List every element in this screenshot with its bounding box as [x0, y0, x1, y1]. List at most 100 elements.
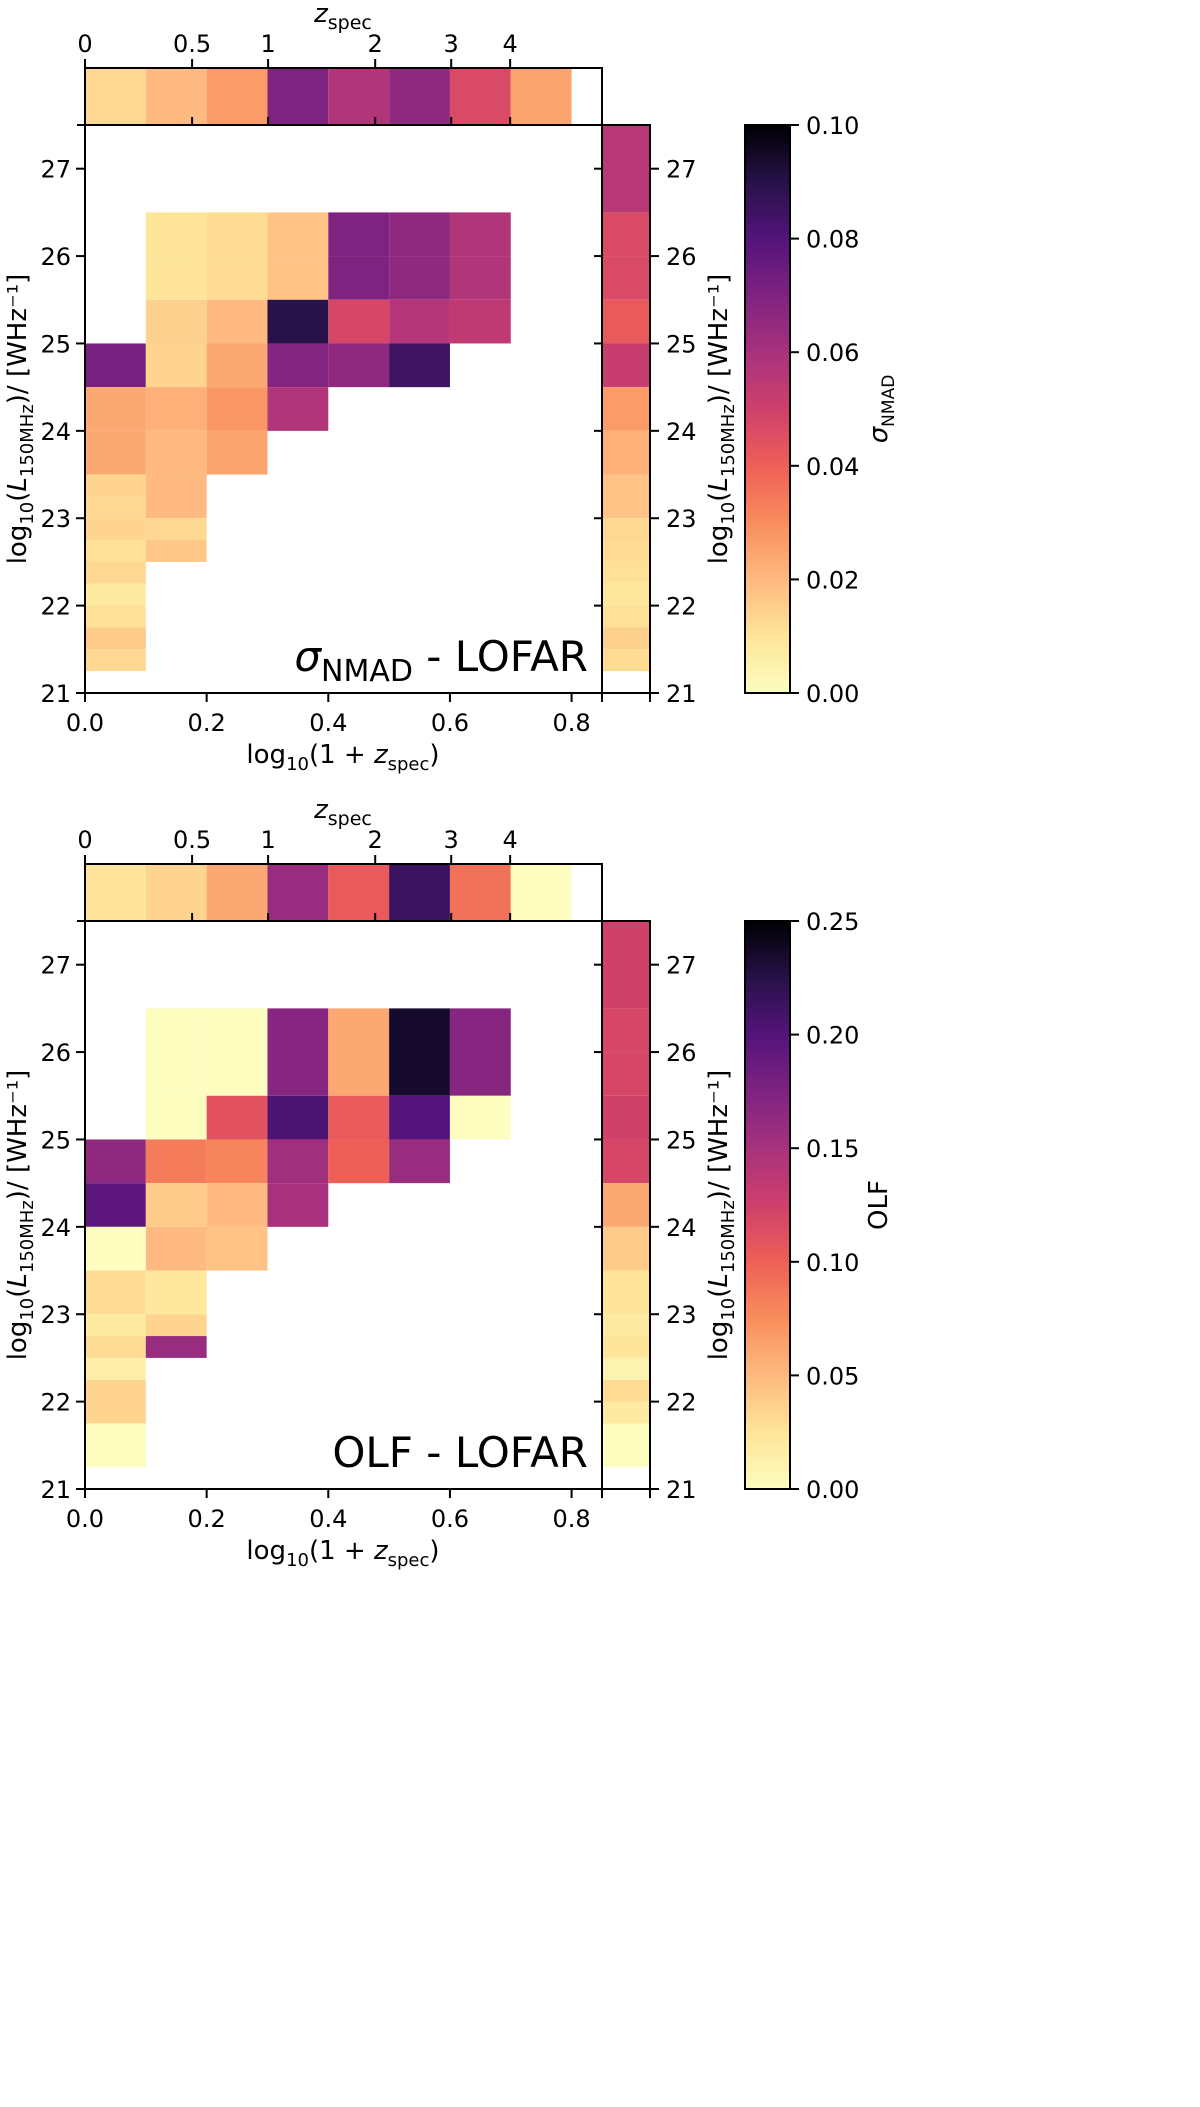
colorbar-segment: [745, 949, 790, 955]
colorbar-segment: [745, 300, 790, 306]
top-marginal-cell: [328, 864, 390, 921]
colorbar-segment: [745, 612, 790, 618]
colorbar-segment: [745, 1091, 790, 1097]
colorbar-segment: [745, 290, 790, 296]
heatmap-cell: [85, 1379, 146, 1424]
colorbar-segment: [745, 1115, 790, 1121]
colorbar-segment: [745, 664, 790, 670]
colorbar-segment: [745, 584, 790, 590]
colorbar-segment: [745, 1152, 790, 1159]
heatmap-cell: [85, 430, 146, 475]
colorbar-segment: [745, 688, 790, 694]
colorbar-segment: [745, 1299, 790, 1305]
colorbar-segment: [745, 427, 790, 434]
colorbar-segment: [745, 1110, 790, 1116]
heatmap-cell: [85, 627, 146, 650]
colorbar-segment: [745, 1479, 790, 1485]
heatmap-cell: [85, 561, 146, 584]
colorbar-segment: [745, 129, 790, 136]
heatmap-cell: [389, 256, 450, 300]
colorbar-tick-label: 0.04: [806, 453, 859, 481]
colorbar-segment: [745, 210, 790, 216]
colorbar-segment: [745, 992, 790, 998]
colorbar-segment: [745, 143, 790, 150]
y-tick-label-right: 24: [666, 418, 697, 446]
colorbar-segment: [745, 1432, 790, 1438]
colorbar-segment: [745, 1413, 790, 1419]
y-axis-label-right: log10(L150MHz)/ [WHz⁻¹]: [704, 1070, 739, 1361]
colorbar-segment: [745, 1025, 790, 1031]
heatmap-cell: [206, 1226, 268, 1271]
colorbar-segment: [745, 930, 790, 936]
heatmap-cell: [145, 540, 207, 562]
colorbar-segment: [745, 1370, 790, 1376]
colorbar-segment: [745, 1252, 790, 1258]
colorbar-segment: [745, 484, 790, 491]
colorbar-segment: [745, 196, 790, 202]
colorbar-segment: [745, 271, 790, 278]
right-marginal-cell: [602, 125, 650, 213]
heatmap-cell: [145, 430, 207, 475]
heatmap-cell: [206, 387, 268, 431]
x-tick-label: 0.4: [309, 1505, 347, 1533]
heatmap-cell: [85, 1314, 146, 1337]
y-tick-label: 27: [40, 156, 71, 184]
heatmap-cell: [145, 1226, 207, 1271]
colorbar-segment: [745, 645, 790, 651]
top-marginal-cell: [206, 68, 268, 125]
colorbar-segment: [745, 1148, 790, 1154]
heatmap-cell: [145, 299, 207, 344]
heatmap-cell: [85, 649, 146, 672]
colorbar-segment: [745, 323, 790, 330]
colorbar-segment: [745, 352, 790, 358]
colorbar-segment: [745, 1484, 790, 1490]
right-marginal-cell: [602, 583, 650, 606]
colorbar-segment: [745, 342, 790, 349]
colorbar-segment: [745, 257, 790, 263]
colorbar-segment: [745, 1422, 790, 1429]
heatmap-cell: [206, 343, 268, 388]
heatmap-cell: [449, 1095, 511, 1140]
heatmap-cell: [85, 496, 146, 519]
heatmap-cell: [85, 343, 146, 388]
colorbar-segment: [745, 295, 790, 301]
colorbar-segment: [745, 1276, 790, 1282]
right-marginal-cell: [602, 921, 650, 1009]
colorbar-segment: [745, 1001, 790, 1007]
colorbar-segment: [745, 319, 790, 325]
colorbar-segment: [745, 172, 790, 178]
colorbar-segment: [745, 186, 790, 192]
z-tick-label: 2: [368, 30, 383, 58]
panel-annotation: σNMAD - LOFAR: [294, 632, 588, 689]
heatmap-cell: [145, 1270, 207, 1315]
colorbar-segment: [745, 1304, 790, 1310]
y-tick-label-right: 21: [666, 680, 697, 708]
x-tick-label: 0.2: [188, 709, 226, 737]
heatmap-cell: [389, 1008, 450, 1096]
colorbar-segment: [745, 333, 790, 339]
colorbar-segment: [745, 489, 790, 495]
colorbar-segment: [745, 982, 790, 988]
colorbar-segment: [745, 1361, 790, 1367]
heatmap-cell: [389, 1095, 450, 1140]
heatmap-cell: [145, 1139, 207, 1184]
colorbar-segment: [745, 475, 790, 481]
colorbar-segment: [745, 394, 790, 401]
top-marginal-cell: [267, 68, 329, 125]
colorbar-segment: [745, 1323, 790, 1329]
right-marginal-cell: [602, 1052, 650, 1096]
top-marginal-cell: [85, 68, 146, 125]
y-tick-label-right: 24: [666, 1214, 697, 1242]
colorbar-frame: [744, 124, 791, 694]
y-tick-label-right: 27: [666, 156, 697, 184]
colorbar-segment: [745, 1138, 790, 1145]
x-axis: 0.0 0.2 0.4 0.6 0.8: [66, 693, 651, 737]
heatmap-cell: [206, 1008, 268, 1096]
colorbar-segment: [745, 1219, 790, 1225]
colorbar-segment: [745, 977, 790, 984]
y-axis: 21 21 22 22 23 23 24 24 25 25 26 26 27 27: [40, 124, 697, 708]
y-tick-label: 21: [40, 1476, 71, 1504]
colorbar-segment: [745, 1081, 790, 1088]
colorbar-segment: [745, 1214, 790, 1220]
top-marginal-cell: [145, 864, 207, 921]
